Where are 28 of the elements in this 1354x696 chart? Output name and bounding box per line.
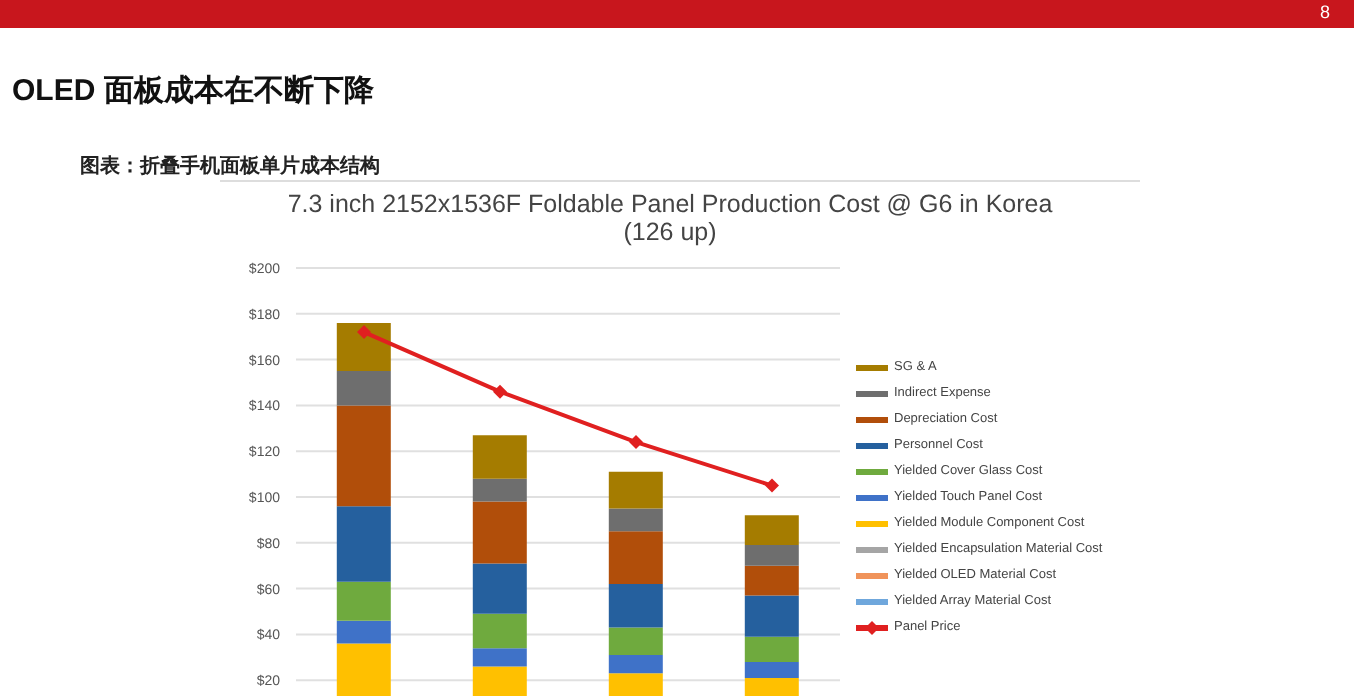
bar — [336, 322, 391, 372]
bar — [744, 595, 799, 637]
bar — [472, 478, 527, 502]
chart-title: OLED 面板成本在不断下降 — [12, 72, 374, 110]
text: 7.3 inch 2152x1536F Foldable Panel Production Cost @ G6 in Korea (126 up) — [285, 190, 1055, 246]
bar — [608, 508, 663, 532]
bar — [472, 613, 527, 649]
bar — [744, 636, 799, 662]
bar — [336, 506, 391, 582]
point — [765, 478, 779, 493]
bar — [472, 501, 527, 564]
bar — [472, 435, 527, 479]
chart-subtitle: 图表：折叠手机面板单片成本结构 — [80, 153, 380, 180]
bar — [336, 405, 391, 507]
bar — [608, 584, 663, 628]
bar — [608, 471, 663, 509]
point — [629, 435, 643, 450]
bar — [472, 563, 527, 614]
bar — [744, 515, 799, 546]
bar — [336, 371, 391, 406]
point — [493, 384, 507, 399]
bar — [336, 581, 391, 621]
point — [357, 325, 371, 340]
bar — [744, 565, 799, 596]
bar — [608, 531, 663, 585]
bar — [744, 545, 799, 566]
text: 8 — [1319, 2, 1330, 22]
bar — [608, 627, 663, 656]
